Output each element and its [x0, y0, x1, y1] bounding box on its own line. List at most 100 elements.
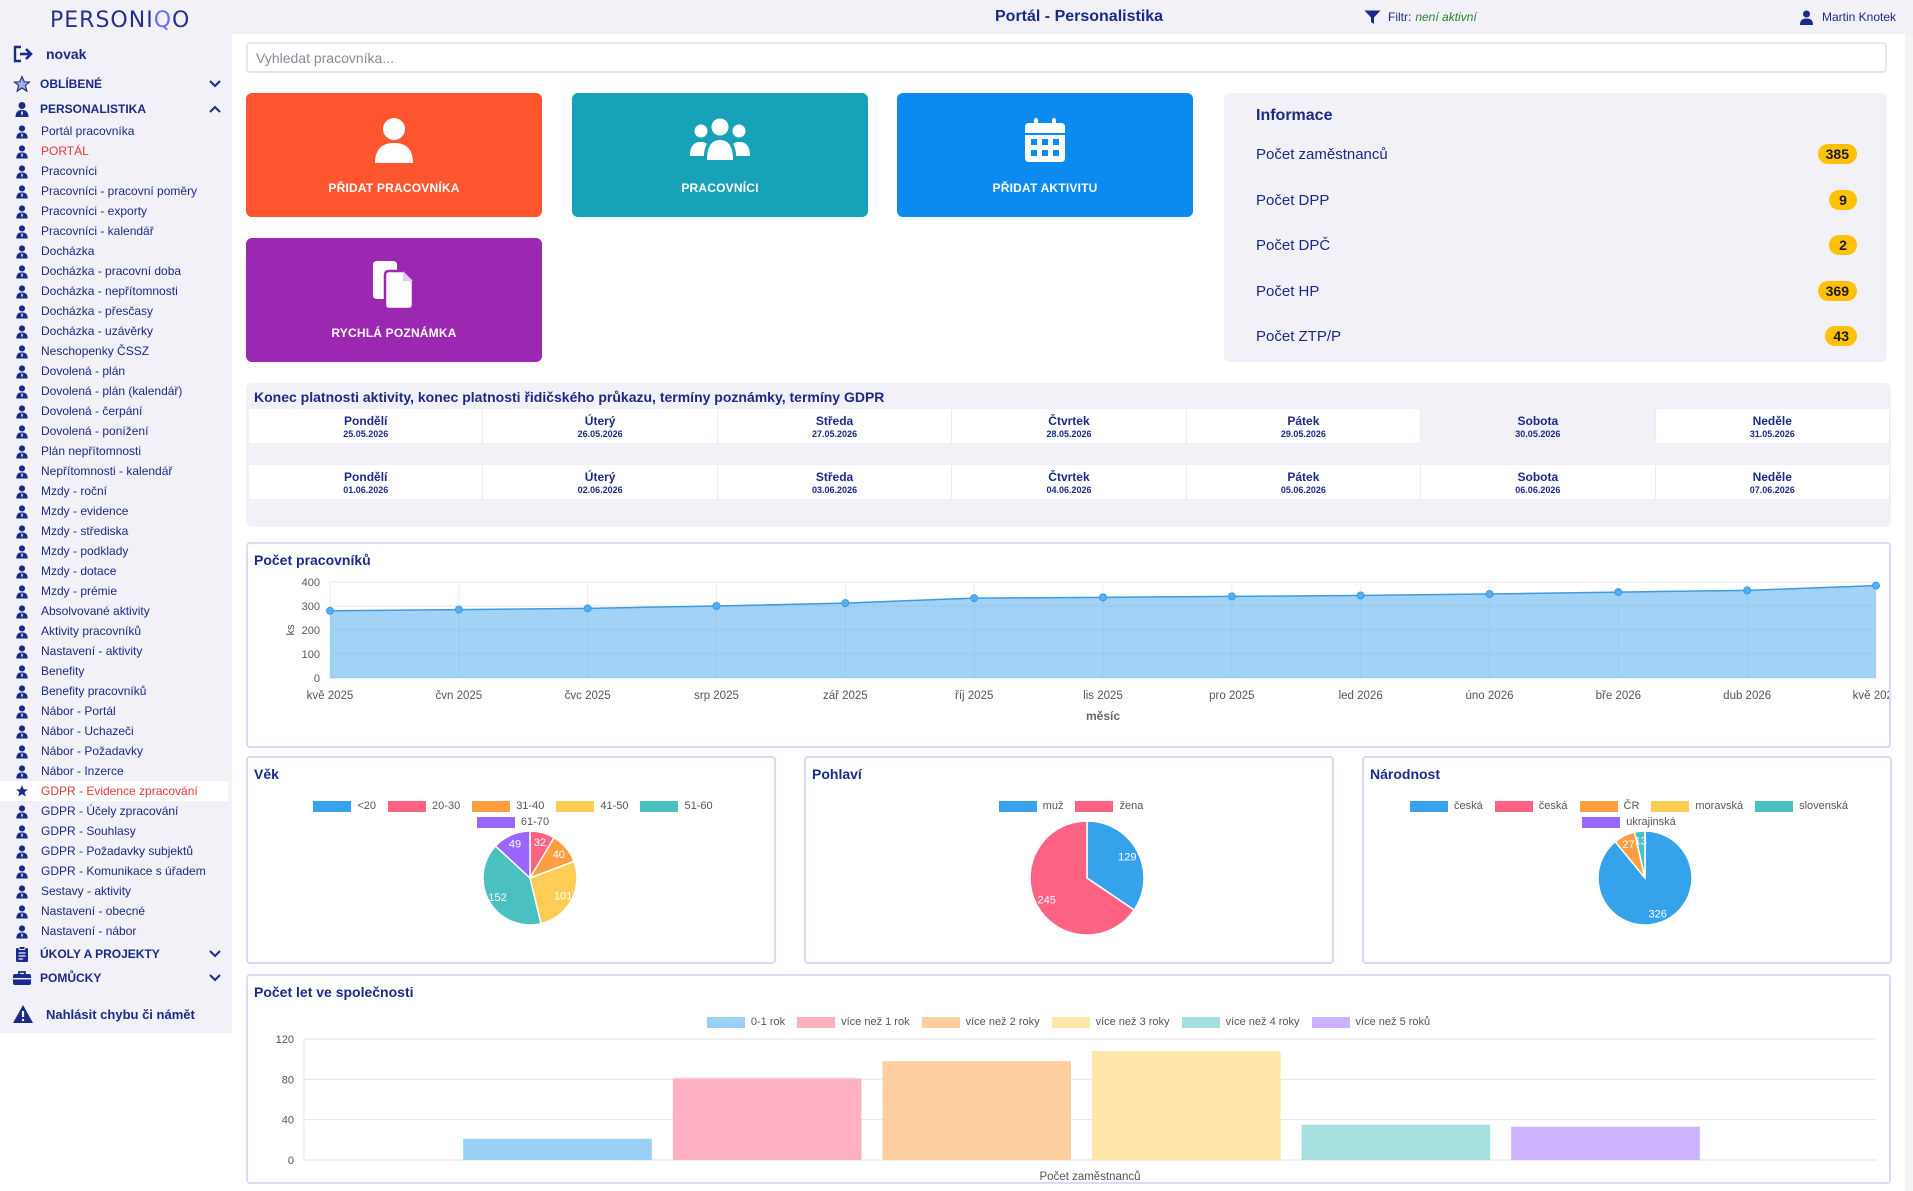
sidebar-item[interactable]: Docházka - pracovní doba	[14, 261, 228, 281]
legend-item[interactable]: 0-1 rok	[706, 1016, 785, 1028]
logout-user[interactable]: novak	[12, 42, 86, 66]
sidebar-item[interactable]: GDPR - Požadavky subjektů	[14, 841, 228, 861]
pie-slice[interactable]	[529, 860, 578, 925]
legend-item[interactable]: žena	[1075, 800, 1143, 812]
tile-quick-note[interactable]: RYCHLÁ POZNÁMKA	[246, 238, 542, 362]
legend-item[interactable]: česká	[1410, 800, 1483, 812]
sidebar-item[interactable]: Dovolená - ponížení	[14, 421, 228, 441]
bar[interactable]	[1511, 1126, 1700, 1160]
tile-add-employee[interactable]: PŘIDAT PRACOVNÍKA	[246, 93, 542, 217]
sidebar-item[interactable]: Mzdy - roční	[14, 481, 228, 501]
section-personalistika[interactable]: PERSONALISTIKA	[12, 98, 222, 120]
data-point[interactable]	[970, 594, 979, 603]
sidebar-item[interactable]: Nastavení - obecné	[14, 901, 228, 921]
legend-item[interactable]: 31-40	[472, 800, 544, 812]
calendar-day[interactable]: Středa 27.05.2026	[717, 409, 953, 443]
data-point[interactable]	[1743, 586, 1752, 595]
bar[interactable]	[463, 1138, 652, 1160]
sidebar-item[interactable]: Benefity	[14, 661, 228, 681]
sidebar-item[interactable]: Nastavení - aktivity	[14, 641, 228, 661]
sidebar-item[interactable]: Nábor - Portál	[14, 701, 228, 721]
brand-logo[interactable]: PERSONIQO	[50, 8, 191, 33]
tile-add-activity[interactable]: PŘIDAT AKTIVITU	[897, 93, 1193, 217]
calendar-day[interactable]: Pondělí 01.06.2026	[249, 465, 484, 499]
sidebar-item[interactable]: Mzdy - podklady	[14, 541, 228, 561]
sidebar-item[interactable]: Mzdy - dotace	[14, 561, 228, 581]
calendar-day[interactable]: Pátek 29.05.2026	[1186, 409, 1422, 443]
sidebar-item[interactable]: Benefity pracovníků	[14, 681, 228, 701]
legend-item[interactable]: muž	[998, 800, 1063, 812]
sidebar-item[interactable]: Docházka - nepřítomnosti	[14, 281, 228, 301]
section-tasks[interactable]: ÚKOLY A PROJEKTY	[12, 943, 222, 965]
pie-slice[interactable]	[494, 830, 531, 880]
legend-item[interactable]: 41-50	[556, 800, 628, 812]
sidebar-item[interactable]: Mzdy - evidence	[14, 501, 228, 521]
calendar-day[interactable]: Pondělí 25.05.2026	[249, 409, 484, 443]
sidebar-item[interactable]: GDPR - Evidence zpracování	[0, 781, 228, 801]
bar[interactable]	[1092, 1051, 1281, 1160]
legend-item[interactable]: 20-30	[388, 800, 460, 812]
sidebar-item[interactable]: Mzdy - střediska	[14, 521, 228, 541]
legend-item[interactable]: více než 2 roky	[921, 1016, 1040, 1028]
search-input[interactable]	[246, 42, 1887, 73]
tile-employees[interactable]: PRACOVNÍCI	[572, 93, 868, 217]
section-favorites[interactable]: OBLÍBENÉ	[12, 73, 222, 95]
legend-item[interactable]: 51-60	[640, 800, 713, 812]
calendar-day[interactable]: Úterý 26.05.2026	[483, 409, 718, 443]
sidebar-item[interactable]: Dovolená - plán (kalendář)	[14, 381, 228, 401]
sidebar-item[interactable]: Plán nepřítomnosti	[14, 441, 228, 461]
sidebar-item[interactable]: Nábor - Požadavky	[14, 741, 228, 761]
calendar-day[interactable]: Neděle 31.05.2026	[1655, 409, 1890, 443]
data-point[interactable]	[1356, 591, 1365, 600]
sidebar-item[interactable]: Aktivity pracovníků	[14, 621, 228, 641]
calendar-day[interactable]: Neděle 07.06.2026	[1655, 465, 1890, 499]
legend-item[interactable]: více než 4 roky	[1181, 1016, 1300, 1028]
sidebar-item[interactable]: Pracovníci	[14, 161, 228, 181]
data-point[interactable]	[1099, 593, 1107, 602]
sidebar-item[interactable]: Docházka	[14, 241, 228, 261]
legend-item[interactable]: více než 3 roky	[1051, 1016, 1170, 1028]
pie-slice[interactable]	[482, 844, 542, 926]
calendar-day[interactable]: Středa 03.06.2026	[717, 465, 953, 499]
legend-item[interactable]: více než 5 roků	[1311, 1016, 1430, 1028]
bar[interactable]	[882, 1061, 1071, 1160]
sidebar-item[interactable]: Docházka - uzávěrky	[14, 321, 228, 341]
scrollbar[interactable]	[1905, 34, 1913, 1191]
bar[interactable]	[1301, 1124, 1491, 1160]
section-tools[interactable]: POMŮCKY	[12, 967, 222, 989]
report-bug-link[interactable]: Nahlásit chybu či námět	[0, 994, 232, 1034]
calendar-day[interactable]: Sobota 30.05.2026	[1421, 409, 1656, 443]
filter-toggle[interactable]: Filtr: není aktivní	[1364, 9, 1477, 25]
data-point[interactable]	[1485, 590, 1494, 598]
sidebar-item[interactable]: GDPR - Účely zpracování	[14, 801, 228, 821]
legend-item[interactable]: slovenská	[1755, 800, 1848, 812]
data-point[interactable]	[1227, 592, 1236, 601]
sidebar-item[interactable]: PORTÁL	[14, 141, 228, 161]
calendar-day[interactable]: Čtvrtek 28.05.2026	[952, 409, 1187, 443]
pie-slice[interactable]	[1029, 820, 1136, 936]
calendar-day[interactable]: Úterý 02.06.2026	[483, 465, 718, 499]
data-point[interactable]	[1872, 581, 1880, 590]
legend-item[interactable]: ukrajinská	[1582, 816, 1676, 828]
sidebar-item[interactable]: Docházka - přesčasy	[14, 301, 228, 321]
data-point[interactable]	[583, 604, 592, 613]
data-point[interactable]	[712, 602, 721, 610]
sidebar-item[interactable]: Dovolená - čerpání	[14, 401, 228, 421]
legend-item[interactable]: 61-70	[476, 816, 549, 828]
calendar-day[interactable]: Pátek 05.06.2026	[1186, 465, 1422, 499]
sidebar-item[interactable]: GDPR - Souhlasy	[14, 821, 228, 841]
pie-slice[interactable]	[1086, 820, 1145, 912]
legend-item[interactable]: česká	[1494, 800, 1568, 812]
sidebar-item[interactable]: Pracovníci - pracovní poměry	[14, 181, 228, 201]
sidebar-item[interactable]: Nábor - Uchazeči	[14, 721, 228, 741]
sidebar-item[interactable]: Neschopenky ČSSZ	[14, 341, 228, 361]
sidebar-item[interactable]: Sestavy - aktivity	[14, 881, 228, 901]
bar[interactable]	[672, 1078, 862, 1160]
sidebar-item[interactable]: GDPR - Komunikace s úřadem	[14, 861, 228, 881]
sidebar-item[interactable]: Absolvované aktivity	[14, 601, 228, 621]
sidebar-item[interactable]: Pracovníci - exporty	[14, 201, 228, 221]
sidebar-item[interactable]: Nábor - Inzerce	[14, 761, 228, 781]
legend-item[interactable]: moravská	[1651, 800, 1743, 812]
sidebar-item[interactable]: Nepřítomnosti - kalendář	[14, 461, 228, 481]
pie-slice[interactable]	[1633, 830, 1646, 879]
